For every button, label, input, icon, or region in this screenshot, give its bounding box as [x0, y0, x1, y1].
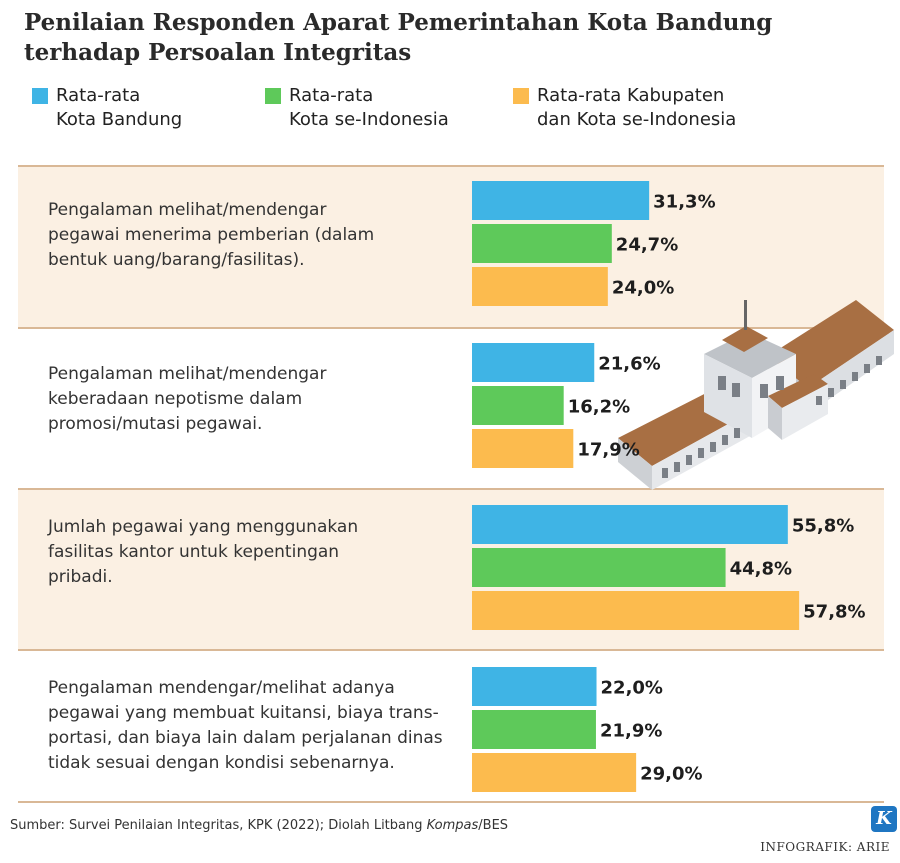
category-label-fasilitas: Jumlah pegawai yang menggunakan fasilita… [48, 517, 359, 587]
category-label-pemberian: Pengalaman melihat/mendengar pegawai men… [48, 200, 375, 270]
city-hall-building-illustration [618, 300, 894, 490]
bar-kabupaten-kota-3 [472, 591, 800, 630]
data-label-kabupaten-kota-2: 17,9% [577, 440, 639, 461]
legend-swatch-kabupaten-kota [513, 88, 529, 104]
bar-kota-bandung-3 [472, 505, 788, 544]
bar-kabupaten-kota-2 [472, 429, 574, 468]
data-label-kota-bandung-4: 22,0% [601, 678, 663, 699]
data-label-kota-indonesia-2: 16,2% [568, 397, 630, 418]
source-note: Sumber: Survei Penilaian Integritas, KPK… [10, 818, 508, 833]
bar-kota-bandung-1 [472, 181, 650, 220]
bar-kota-indonesia-3 [472, 548, 726, 587]
legend-item-kota-bandung: Rata-rata Kota Bandung [32, 84, 182, 132]
legend-swatch-kota-indonesia [265, 88, 281, 104]
bar-kota-bandung-2 [472, 343, 595, 382]
row-separator [18, 327, 884, 329]
chart-title: Penilaian Responden Aparat Pemerintahan … [24, 9, 773, 66]
data-label-kota-bandung-1: 31,3% [653, 192, 715, 213]
bar-kota-indonesia-4 [472, 710, 596, 749]
legend-label-kota-bandung: Rata-rata Kota Bandung [56, 85, 183, 130]
row-separator [18, 165, 884, 167]
bar-kabupaten-kota-4 [472, 753, 637, 792]
row-band-1 [18, 167, 884, 327]
row-separator [18, 801, 884, 803]
data-label-kabupaten-kota-1: 24,0% [612, 278, 674, 299]
data-label-kabupaten-kota-4: 29,0% [640, 764, 702, 785]
row-separator [18, 649, 884, 651]
data-label-kabupaten-kota-3: 57,8% [803, 602, 865, 623]
data-label-kota-indonesia-1: 24,7% [616, 235, 678, 256]
category-label-kuitansi: Pengalaman mendengar/melihat adanya pega… [48, 678, 443, 773]
legend-item-kota-indonesia: Rata-rata Kota se-Indonesia [265, 84, 449, 132]
data-label-kota-indonesia-3: 44,8% [730, 559, 792, 580]
legend-swatch-kota-bandung [32, 88, 48, 104]
source-prefix: Sumber: Survei Penilaian Integritas, KPK… [10, 818, 427, 833]
bar-kota-bandung-4 [472, 667, 597, 706]
kompas-logo-icon: K [871, 806, 897, 832]
row-separator [18, 488, 884, 490]
bar-kota-indonesia-2 [472, 386, 564, 425]
data-label-kota-bandung-3: 55,8% [792, 516, 854, 537]
legend-item-kabupaten-kota: Rata-rata Kabupaten dan Kota se-Indonesi… [513, 84, 736, 132]
legend-label-kota-indonesia: Rata-rata Kota se-Indonesia [289, 85, 449, 130]
source-publisher: Kompas [426, 818, 479, 833]
data-label-kota-bandung-2: 21,6% [598, 354, 660, 375]
legend: Rata-rata Kota Bandung Rata-rata Kota se… [0, 84, 900, 134]
bar-kabupaten-kota-1 [472, 267, 608, 306]
source-suffix: /BES [478, 818, 509, 833]
bar-kota-indonesia-1 [472, 224, 612, 263]
legend-label-kabupaten-kota: Rata-rata Kabupaten dan Kota se-Indonesi… [537, 85, 737, 130]
data-label-kota-indonesia-4: 21,9% [600, 721, 662, 742]
category-label-nepotisme: Pengalaman melihat/mendengar keberadaan … [48, 364, 327, 434]
infographic-credit: INFOGRAFIK: ARIE [760, 840, 890, 854]
